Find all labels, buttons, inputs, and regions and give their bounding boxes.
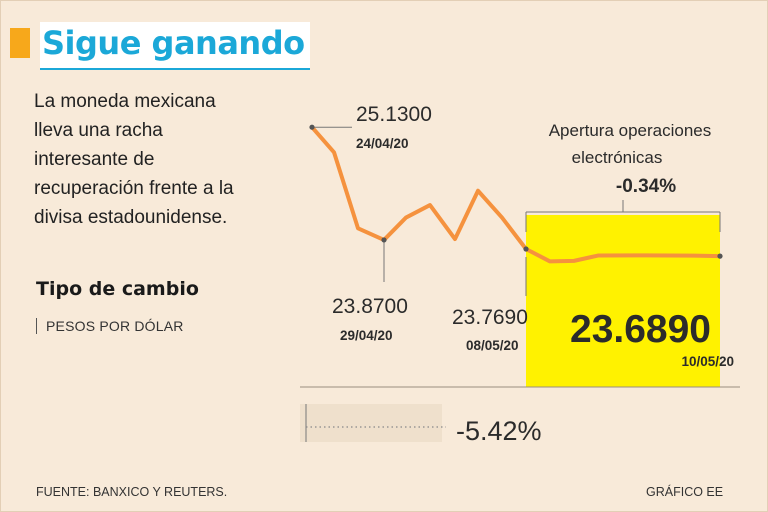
title-accent-bar xyxy=(10,28,30,58)
series-line xyxy=(310,125,722,264)
data-label-date: 29/04/20 xyxy=(340,328,393,343)
data-label-date: 24/04/20 xyxy=(356,136,409,151)
total-change-label: -5.42% xyxy=(456,416,542,446)
data-label-value: 23.8700 xyxy=(332,295,408,318)
data-label-value: 25.1300 xyxy=(356,103,432,126)
chart-title: Sigue ganando xyxy=(42,24,305,62)
description-line: lleva una racha xyxy=(34,120,163,141)
unit-label: PESOS POR DÓLAR xyxy=(36,318,184,334)
highlight-label-line: Apertura operaciones xyxy=(549,121,712,140)
description-line: La moneda mexicana xyxy=(34,91,216,112)
description-line: interesante de xyxy=(34,149,155,170)
data-point xyxy=(717,253,723,259)
data-label-value-final: 23.6890 xyxy=(570,308,711,351)
data-point xyxy=(523,246,529,252)
title-box xyxy=(40,22,310,70)
highlight-region xyxy=(526,215,720,387)
description-line: recuperación frente a la xyxy=(34,178,234,199)
source-note: FUENTE: BANXICO Y REUTERS. xyxy=(36,485,228,499)
data-label-value: 23.7690 xyxy=(452,306,528,329)
data-point xyxy=(381,237,387,243)
chart-subtitle: Tipo de cambio xyxy=(36,278,199,300)
highlight-label-line: electrónicas xyxy=(572,148,663,167)
data-point xyxy=(309,124,315,130)
data-label-date: 08/05/20 xyxy=(466,338,519,353)
highlight-change-label: -0.34% xyxy=(616,176,676,197)
total-change-band xyxy=(300,404,442,442)
data-label-date: 10/05/20 xyxy=(681,354,734,369)
description-line: divisa estadounidense. xyxy=(34,207,228,228)
credit-note: GRÁFICO EE xyxy=(646,485,724,499)
chart-description: La moneda mexicana lleva una racha inter… xyxy=(34,87,294,232)
